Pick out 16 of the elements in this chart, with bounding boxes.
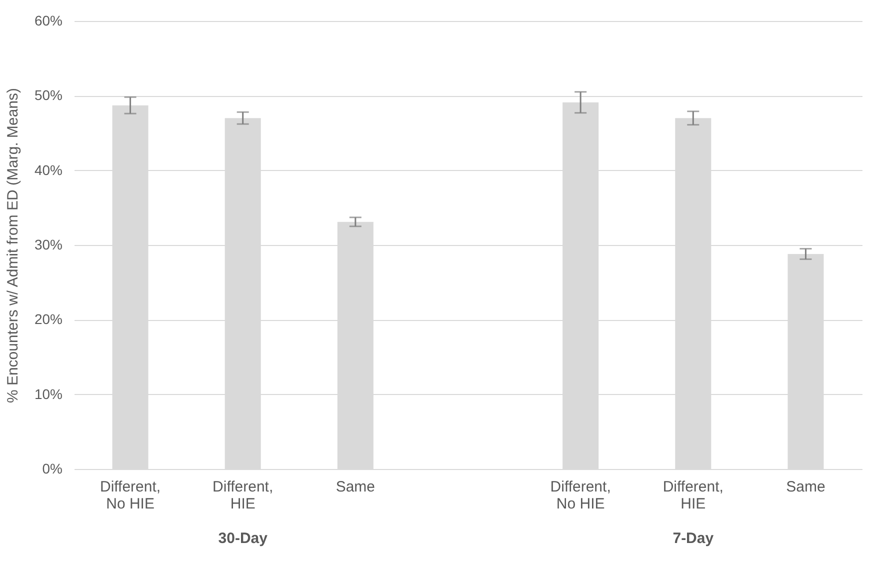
x-tick-label: Same: [336, 478, 376, 496]
y-tick-label: 40%: [34, 162, 62, 178]
x-tick-label: Different, No HIE: [100, 478, 161, 512]
y-axis-title: % Encounters w/ Admit from ED (Marg. Means): [4, 88, 22, 404]
y-tick-label: 20%: [34, 311, 62, 328]
y-tick-label: 60%: [34, 12, 62, 28]
x-tick-label: Same: [786, 478, 826, 496]
text: 30-Day: [218, 530, 268, 547]
text: 7-Day: [672, 530, 714, 547]
x-tick-label: Different, HIE: [212, 478, 274, 512]
y-tick-label: 10%: [34, 386, 62, 402]
y-tick-label: 30%: [34, 236, 62, 252]
x-tick-label: Different, HIE: [662, 478, 724, 512]
x-tick-label: Different, No HIE: [550, 478, 611, 512]
y-tick-label: 0%: [42, 460, 62, 476]
y-tick-label: 50%: [34, 87, 62, 104]
